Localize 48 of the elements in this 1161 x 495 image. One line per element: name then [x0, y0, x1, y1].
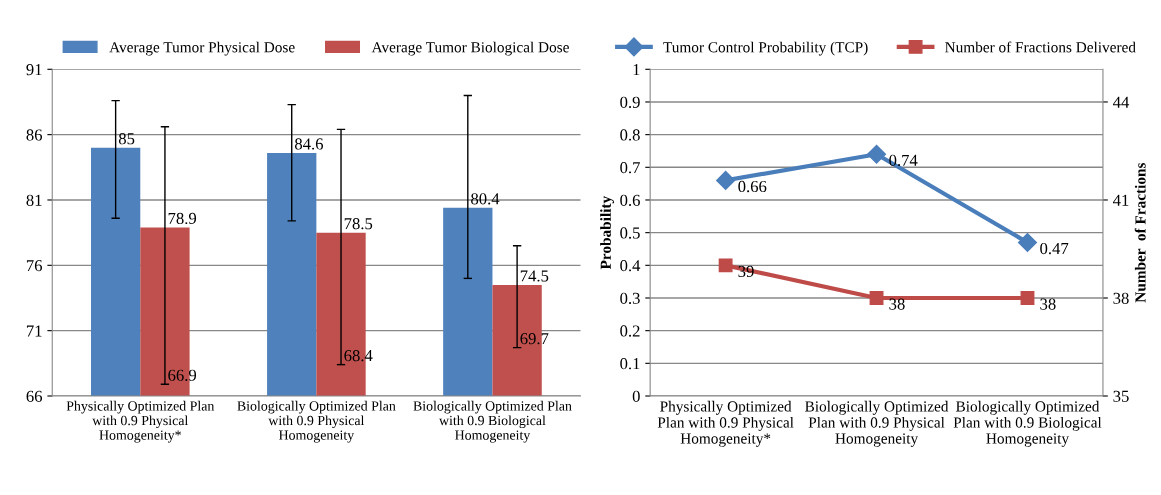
x-tick-label: Physically Optimized Plan with 0.9 Physical Homogeneity*	[66, 400, 215, 443]
y-tick-label: 0.3	[620, 292, 640, 305]
y-tick-label: 1	[633, 64, 640, 76]
legend-label: Tumor Control Probability (TCP)	[663, 41, 868, 56]
y-tick-label: 71	[26, 325, 42, 337]
data-label: 0.66	[738, 180, 767, 193]
y2-axis-title: Number of Fractions	[1134, 162, 1146, 303]
x-tick-label: Biologically Optimized Plan with 0.9 Biological Homogeneity	[953, 400, 1102, 447]
y-tick-label: 0.8	[620, 129, 640, 141]
y-tick-label: 0.2	[620, 325, 640, 337]
y-tick-label: 76	[26, 260, 43, 272]
y-axis-title: Probability	[600, 196, 615, 270]
y-tick-label: 66	[26, 390, 43, 402]
data-label: 0.74	[889, 154, 918, 167]
y-tick-label: 0.4	[620, 260, 641, 272]
data-label: 84.6	[295, 138, 324, 150]
data-label: 78.5	[344, 218, 373, 230]
data-label: 0.47	[1040, 242, 1069, 255]
x-tick-label: Biologically Optimized Plan with 0.9 Physical Homogeneity	[237, 400, 396, 443]
y-tick-label: 0.6	[620, 194, 640, 206]
legend-label: Average Tumor Biological Dose	[371, 41, 569, 56]
y-tick-label: 81	[26, 194, 42, 206]
legend-label: Number of Fractions Delivered	[945, 41, 1136, 53]
y2-tick-label: 38	[1113, 292, 1129, 304]
data-label: 78.9	[168, 212, 197, 225]
y-tick-label: 0.9	[620, 96, 640, 108]
y2-tick-label: 41	[1113, 194, 1129, 206]
x-tick-label: Physically Optimized Plan with 0.9 Physical Homogeneity*	[657, 400, 794, 447]
legend-label: Average Tumor Physical Dose	[109, 41, 295, 56]
x-tick-label: Biologically Optimized Plan with 0.9 Biological Homogeneity	[413, 400, 572, 443]
data-label: 39	[738, 265, 754, 278]
data-label: 38	[1040, 298, 1056, 310]
y-tick-label: 86	[26, 129, 43, 141]
data-label: 74.5	[520, 270, 549, 282]
x-tick-label: Biologically Optimized Plan with 0.9 Physical Homogeneity	[805, 400, 949, 447]
point	[716, 170, 736, 190]
point	[867, 144, 887, 164]
data-label: 80.4	[471, 193, 500, 205]
y-tick-label: 0.1	[620, 358, 640, 370]
y-tick-label: 0.5	[620, 227, 640, 239]
data-label: 85	[118, 133, 135, 145]
y2-tick-label: 44	[1113, 96, 1130, 108]
y-tick-label: 91	[26, 64, 42, 76]
point	[1017, 232, 1038, 252]
y2-tick-label: 35	[1113, 390, 1129, 402]
y-tick-label: 0	[632, 390, 640, 402]
data-label: 38	[889, 298, 905, 310]
y-tick-label: 0.7	[620, 162, 640, 174]
